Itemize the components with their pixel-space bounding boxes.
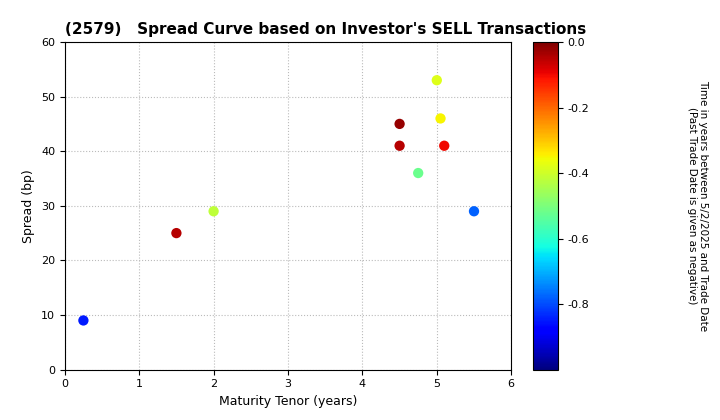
Point bbox=[431, 77, 443, 84]
Y-axis label: Spread (bp): Spread (bp) bbox=[22, 169, 35, 243]
Point bbox=[394, 121, 405, 127]
Point bbox=[413, 170, 424, 176]
Y-axis label: Time in years between 5/2/2025 and Trade Date
(Past Trade Date is given as negat: Time in years between 5/2/2025 and Trade… bbox=[687, 80, 708, 331]
X-axis label: Maturity Tenor (years): Maturity Tenor (years) bbox=[219, 395, 357, 408]
Point bbox=[208, 208, 220, 215]
Text: (2579)   Spread Curve based on Investor's SELL Transactions: (2579) Spread Curve based on Investor's … bbox=[65, 22, 586, 37]
Point bbox=[468, 208, 480, 215]
Point bbox=[438, 142, 450, 149]
Point bbox=[171, 230, 182, 236]
Point bbox=[435, 115, 446, 122]
Point bbox=[394, 142, 405, 149]
Point bbox=[78, 317, 89, 324]
